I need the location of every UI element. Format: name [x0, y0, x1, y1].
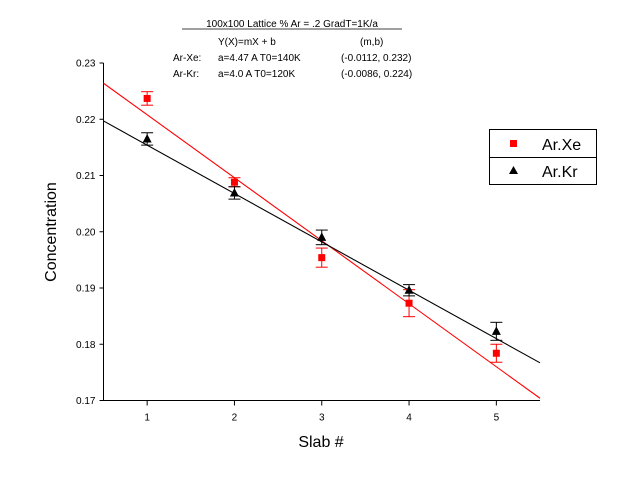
data-point-ar-xe [141, 91, 154, 106]
x-tick-label: 3 [319, 413, 325, 424]
chart-title: 100x100 Lattice % Ar = .2 GradT=1K/a [206, 19, 378, 30]
data-point-ar-kr [490, 321, 503, 341]
data-point-ar-kr [141, 132, 154, 146]
square-marker [318, 254, 326, 262]
square-marker [230, 178, 238, 186]
x-axis-ticks: 1 2 3 4 5 [144, 400, 500, 424]
fit-params-label: (m,b) [360, 37, 383, 48]
kr-line-name: Ar-Kr: [173, 69, 199, 80]
y-tick-label: 0.18 [76, 340, 96, 351]
xe-line-name: Ar-Xe: [173, 53, 201, 64]
kr-line-params: a=4.0 A T0=120K [218, 69, 295, 80]
y-tick-label: 0.20 [76, 227, 96, 238]
data-point-ar-xe [490, 343, 503, 363]
data-point-ar-xe [315, 247, 328, 268]
legend-triangle-icon [509, 166, 518, 174]
square-marker [143, 94, 151, 102]
triangle-marker [491, 326, 501, 335]
x-tick-label: 1 [144, 413, 150, 424]
chart-header: 100x100 Lattice % Ar = .2 GradT=1K/a Y(X… [173, 19, 412, 80]
y-tick-label: 0.17 [76, 396, 96, 407]
data-point-ar-kr [315, 229, 328, 246]
data-point-ar-kr [403, 284, 416, 297]
triangle-marker [229, 187, 239, 197]
xe-line-fit: (-0.0112, 0.232) [341, 53, 411, 64]
y-axis-label: Concentration [43, 182, 60, 282]
fit-formula: Y(X)=mX + b [218, 37, 276, 48]
data-points [141, 91, 503, 363]
triangle-marker [317, 232, 327, 241]
square-marker [492, 349, 500, 357]
x-tick-label: 5 [494, 413, 500, 424]
y-tick-label: 0.22 [76, 115, 96, 126]
xe-line-params: a=4.47 A T0=140K [218, 53, 301, 64]
triangle-marker [404, 285, 414, 294]
data-point-ar-kr [228, 186, 241, 200]
legend-label-kr: Ar.Kr [542, 164, 578, 181]
data-point-ar-xe [228, 177, 241, 188]
kr-line-fit: (-0.0086, 0.224) [341, 69, 412, 80]
y-tick-label: 0.23 [76, 59, 96, 70]
square-marker [405, 299, 413, 307]
x-tick-label: 2 [232, 413, 238, 424]
x-tick-label: 4 [406, 413, 412, 424]
y-axis-ticks: 0.17 0.18 0.19 0.20 0.21 0.22 0.23 [76, 59, 104, 407]
y-tick-label: 0.19 [76, 284, 96, 295]
legend-label-xe: Ar.Xe [542, 137, 581, 154]
triangle-marker [142, 133, 152, 143]
x-axis-label: Slab # [298, 434, 343, 451]
legend-square-icon [510, 140, 517, 147]
y-tick-label: 0.21 [76, 171, 96, 182]
legend: Ar.Xe Ar.Kr [489, 129, 597, 185]
